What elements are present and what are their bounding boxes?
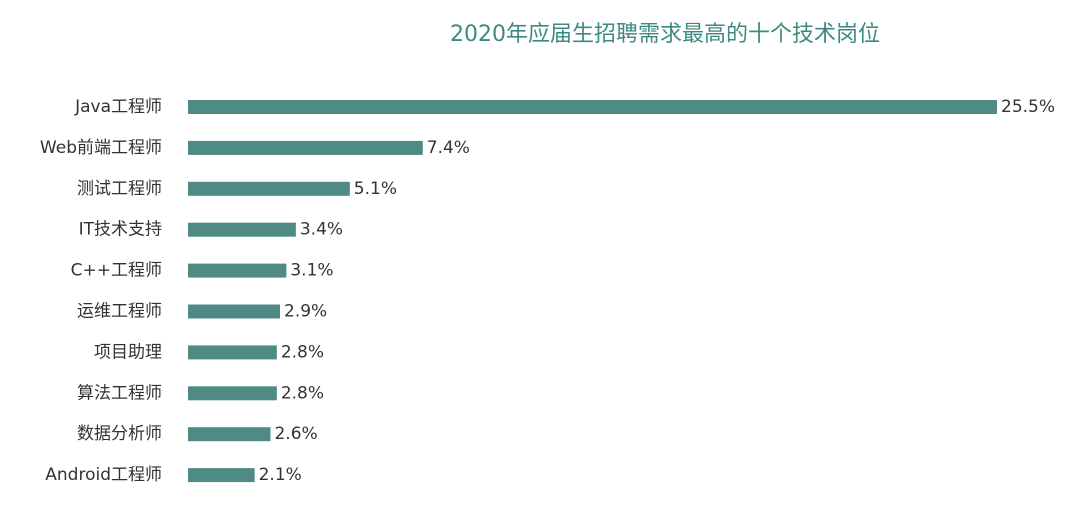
category-label: 运维工程师	[77, 302, 162, 322]
value-label: 3.4%	[300, 220, 343, 240]
category-label: 算法工程师	[77, 383, 162, 403]
value-label: 2.1%	[259, 465, 302, 485]
bar	[188, 304, 281, 319]
bar	[188, 263, 287, 278]
category-label: Android工程师	[45, 465, 162, 485]
chart-title: 2020年应届生招聘需求最高的十个技术岗位	[450, 22, 880, 47]
value-label: 2.9%	[284, 302, 327, 322]
bar	[188, 427, 271, 442]
value-label: 25.5%	[1001, 97, 1055, 117]
category-label: Web前端工程师	[40, 138, 162, 158]
category-label: 项目助理	[94, 342, 162, 362]
value-label: 5.1%	[354, 179, 397, 199]
value-label: 3.1%	[290, 261, 333, 281]
bar	[188, 100, 997, 114]
category-label: 数据分析师	[77, 424, 162, 444]
value-label: 2.6%	[274, 424, 317, 444]
value-label: 2.8%	[281, 383, 324, 403]
value-label: 7.4%	[427, 138, 470, 158]
bar	[188, 222, 296, 237]
category-label: IT技术支持	[79, 220, 162, 240]
category-label: Java工程师	[74, 97, 162, 117]
bar	[188, 140, 423, 155]
bar	[188, 386, 277, 401]
category-label: C++工程师	[71, 261, 162, 281]
bar	[188, 345, 277, 360]
category-label: 测试工程师	[77, 179, 162, 199]
bar	[188, 181, 350, 196]
value-label: 2.8%	[281, 342, 324, 362]
bar	[188, 468, 255, 483]
